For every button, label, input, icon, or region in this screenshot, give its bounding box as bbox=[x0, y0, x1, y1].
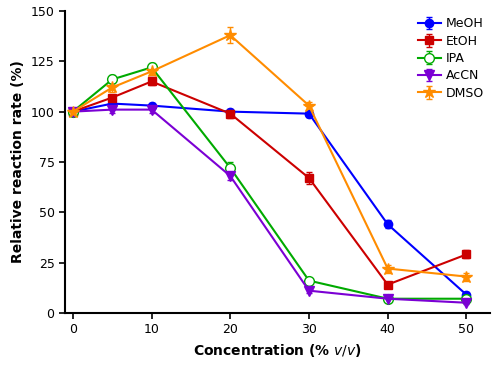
Legend: MeOH, EtOH, IPA, AcCN, DMSO: MeOH, EtOH, IPA, AcCN, DMSO bbox=[414, 14, 488, 103]
Y-axis label: Relative reaction rate (%): Relative reaction rate (%) bbox=[11, 60, 25, 263]
X-axis label: Concentration (% $\it{v/v}$): Concentration (% $\it{v/v}$) bbox=[193, 342, 362, 359]
